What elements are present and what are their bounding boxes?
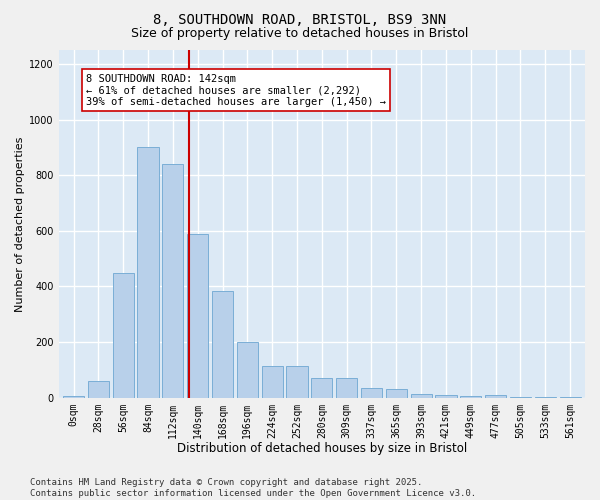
Text: Contains HM Land Registry data © Crown copyright and database right 2025.
Contai: Contains HM Land Registry data © Crown c… (30, 478, 476, 498)
Bar (436, 396, 457, 398)
Bar (311, 378, 332, 398)
Bar (336, 378, 357, 398)
Text: Size of property relative to detached houses in Bristol: Size of property relative to detached ho… (131, 28, 469, 40)
Bar (187, 234, 208, 398)
Bar (237, 342, 258, 398)
Bar (88, 381, 109, 398)
Bar (386, 390, 407, 398)
Bar (535, 397, 556, 398)
Bar (460, 396, 481, 398)
Y-axis label: Number of detached properties: Number of detached properties (15, 136, 25, 312)
Text: 8, SOUTHDOWN ROAD, BRISTOL, BS9 3NN: 8, SOUTHDOWN ROAD, BRISTOL, BS9 3NN (154, 12, 446, 26)
Bar (63, 396, 84, 398)
Bar (286, 366, 308, 398)
Bar (113, 272, 134, 398)
Bar (410, 394, 431, 398)
Bar (361, 388, 382, 398)
Bar (212, 290, 233, 398)
Bar (163, 164, 184, 398)
Text: 8 SOUTHDOWN ROAD: 142sqm
← 61% of detached houses are smaller (2,292)
39% of sem: 8 SOUTHDOWN ROAD: 142sqm ← 61% of detach… (86, 74, 386, 107)
Bar (485, 395, 506, 398)
Bar (137, 148, 158, 398)
X-axis label: Distribution of detached houses by size in Bristol: Distribution of detached houses by size … (177, 442, 467, 455)
Bar (510, 397, 531, 398)
Bar (262, 366, 283, 398)
